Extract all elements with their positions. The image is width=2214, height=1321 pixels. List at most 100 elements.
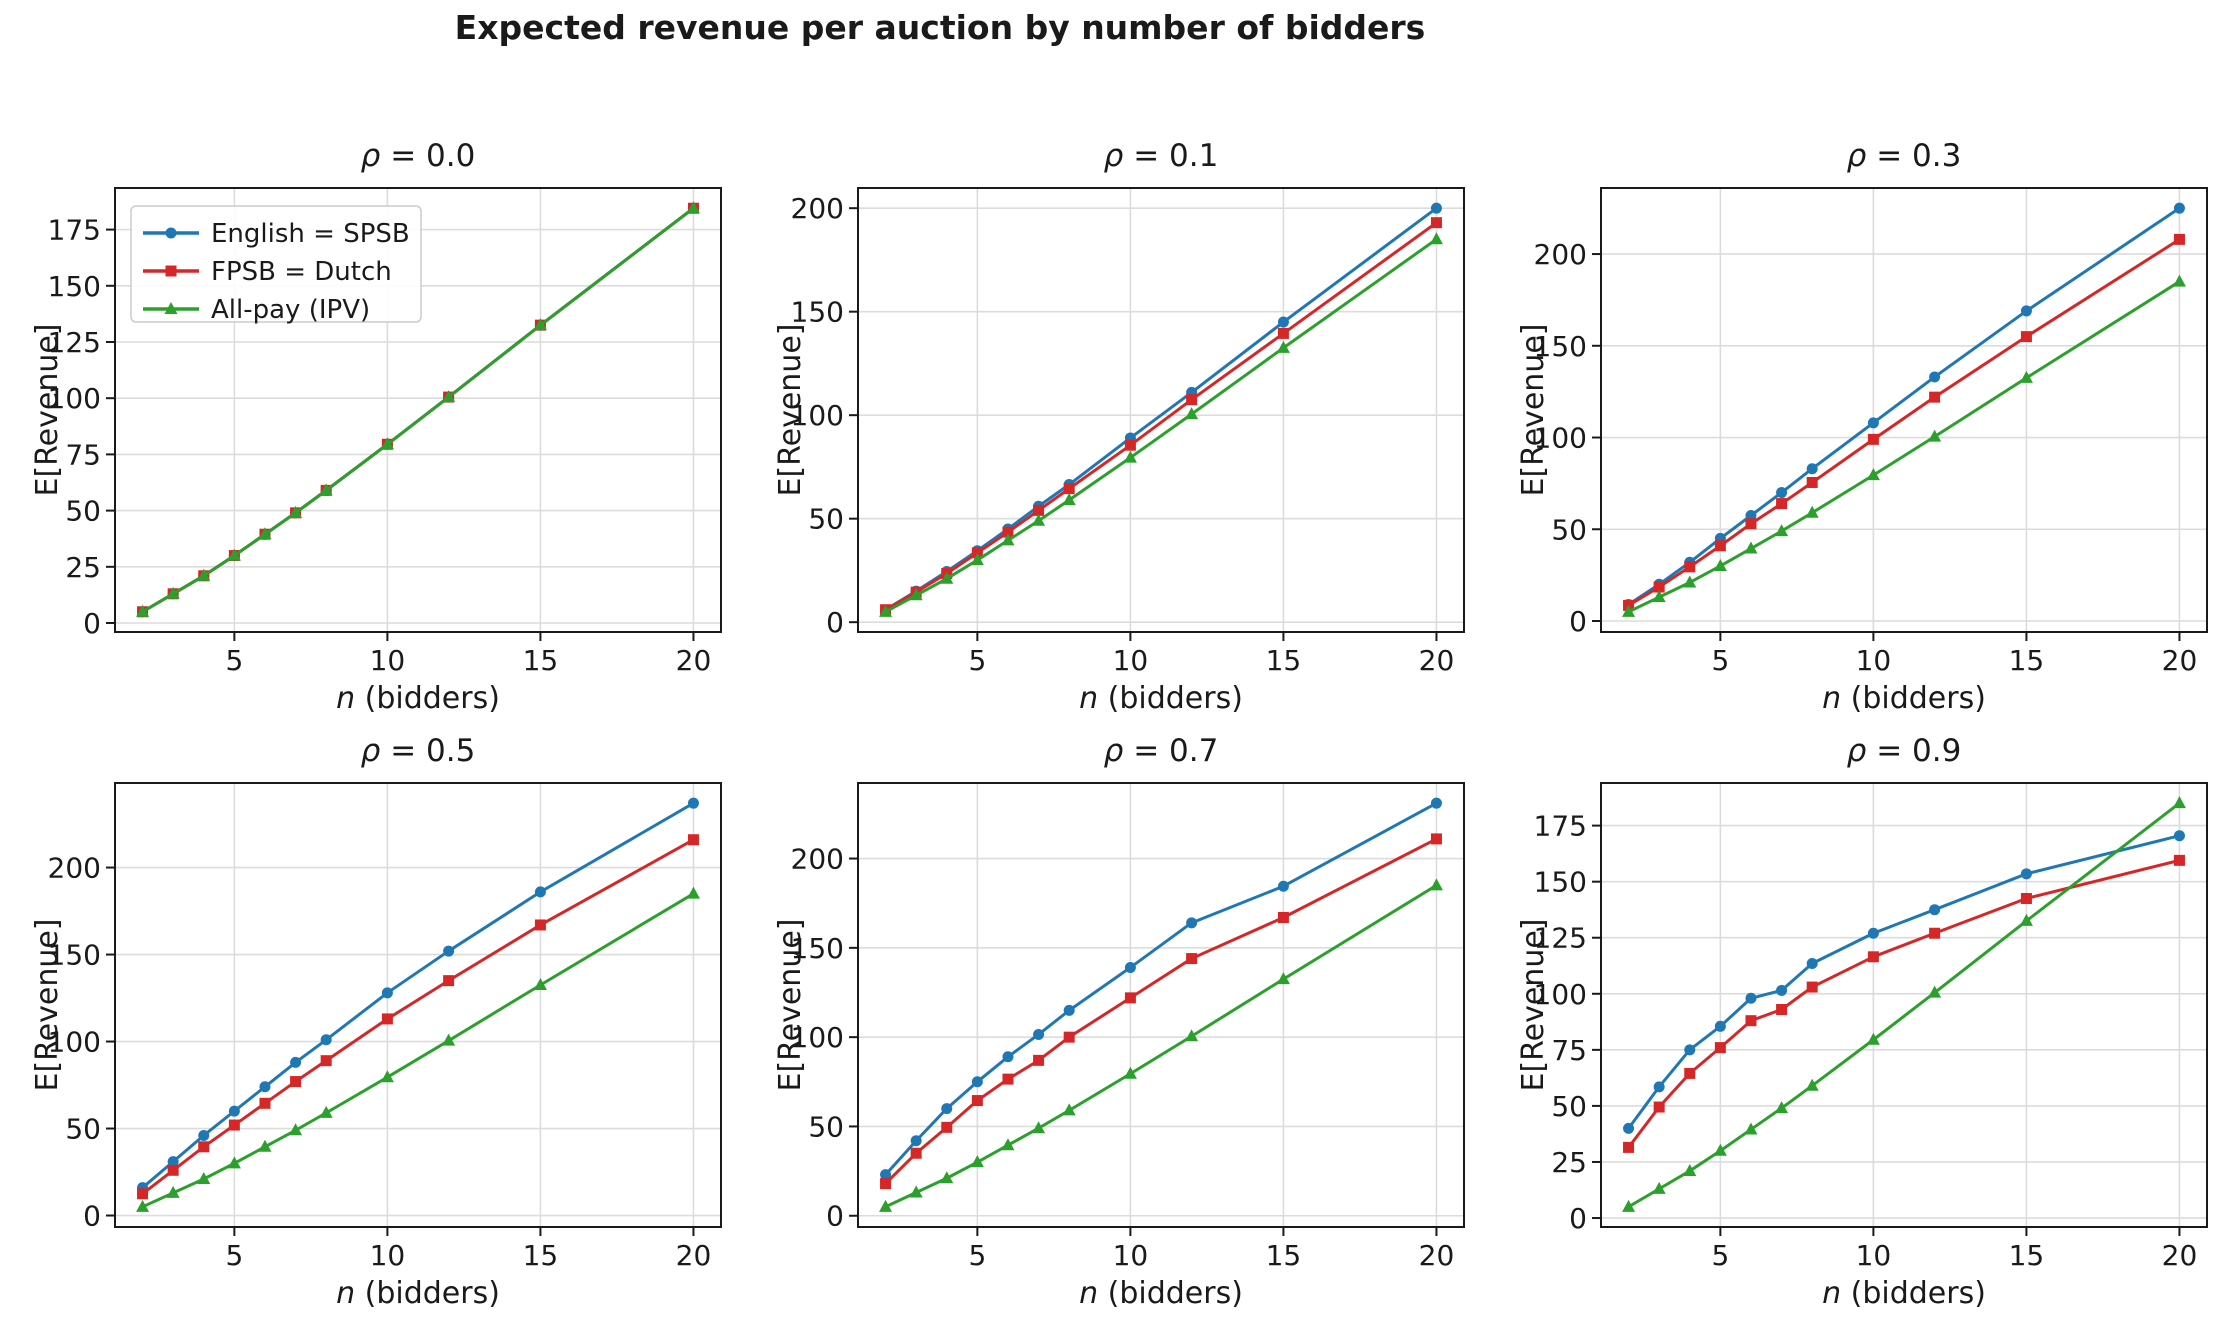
series-english	[1623, 202, 2185, 610]
triangle-marker	[227, 548, 241, 561]
circle-marker	[971, 1076, 983, 1088]
circle-marker	[880, 1169, 892, 1181]
y-tick-label: 150	[48, 939, 101, 972]
square-marker	[290, 1076, 302, 1088]
x-tick-label: 20	[676, 1239, 712, 1272]
axes-spines	[857, 187, 1465, 633]
square-icon	[165, 265, 177, 277]
y-axis-label: E[Revenue]	[773, 918, 808, 1091]
square-marker	[1684, 561, 1696, 573]
triangle-marker	[442, 390, 456, 403]
series-fpsb	[1623, 854, 2185, 1153]
y-tick-label: 150	[791, 932, 844, 965]
triangle-marker	[1032, 1121, 1046, 1134]
triangle-marker	[1866, 1032, 1880, 1045]
gridlines	[1601, 188, 2207, 632]
triangle-marker	[1928, 429, 1942, 442]
x-axis-label: n (bidders)	[336, 1276, 500, 1311]
triangle-marker	[136, 1199, 150, 1212]
triangle-marker	[289, 1123, 303, 1136]
y-tick-label: 0	[1569, 1202, 1587, 1235]
y-tick-label: 0	[83, 607, 101, 640]
square-marker	[228, 1119, 240, 1131]
y-tick-label: 0	[83, 1200, 101, 1233]
triangle-marker	[197, 1171, 211, 1184]
y-tick-label: 50	[808, 503, 844, 536]
axes-spines	[114, 782, 722, 1228]
x-tick-label: 15	[2009, 1239, 2045, 1272]
y-tick-label: 0	[1569, 605, 1587, 638]
ticks: 5 10 15 20 0 25 50 75 100 125 150 175	[1534, 810, 2198, 1272]
series-line-allpay	[884, 883, 1438, 1209]
triangle-marker	[258, 1139, 272, 1152]
triangle-marker	[2019, 370, 2033, 383]
y-tick-label: 50	[1551, 513, 1587, 546]
triangle-marker	[1185, 407, 1199, 420]
square-marker	[1867, 951, 1879, 963]
triangle-marker	[1123, 1066, 1137, 1079]
circle-marker	[1867, 927, 1879, 939]
y-tick-label: 100	[1534, 978, 1587, 1011]
triangle-marker	[319, 1105, 333, 1118]
triangle-marker	[1775, 1101, 1789, 1114]
y-tick-label: 75	[1551, 1034, 1587, 1067]
triangle-marker	[1429, 232, 1443, 245]
triangle-marker	[289, 505, 303, 518]
square-marker	[1653, 1101, 1665, 1113]
square-marker	[1063, 1031, 1075, 1043]
x-tick-label: 15	[1266, 1239, 1302, 1272]
square-marker	[880, 1178, 892, 1190]
subplot-title: ρ = 0.9	[1847, 733, 1962, 769]
triangle-marker	[166, 586, 180, 599]
x-tick-label: 20	[1419, 1239, 1455, 1272]
square-marker	[167, 1164, 179, 1176]
triangle-marker	[1775, 524, 1789, 537]
x-axis-label: n (bidders)	[1079, 681, 1243, 716]
triangle-marker	[227, 1156, 241, 1169]
subplot-title: ρ = 0.1	[1104, 138, 1219, 174]
gridlines	[858, 783, 1464, 1227]
square-marker	[941, 1121, 953, 1133]
axes-spines	[857, 782, 1465, 1228]
triangle-marker	[1276, 340, 1290, 353]
x-axis-label: n (bidders)	[336, 681, 500, 716]
series-allpay	[1622, 274, 2186, 617]
triangle-marker	[1001, 533, 1015, 546]
triangle-marker	[258, 527, 272, 540]
series-english	[1623, 830, 2185, 1134]
series-line-allpay	[1627, 801, 2181, 1209]
y-tick-label: 150	[791, 296, 844, 329]
circle-marker	[320, 1034, 332, 1046]
y-tick-label: 0	[826, 606, 844, 639]
square-marker	[1033, 504, 1045, 516]
triangle-marker	[1185, 1029, 1199, 1042]
y-tick-label: 150	[48, 270, 101, 303]
triangle-marker	[909, 588, 923, 601]
series-english	[137, 797, 699, 1194]
square-marker	[137, 1188, 149, 1200]
x-tick-label: 5	[225, 644, 243, 677]
x-tick-label: 20	[1419, 644, 1455, 677]
triangle-marker	[1622, 1199, 1636, 1212]
circle-marker	[1806, 958, 1818, 970]
subplot-title: ρ = 0.5	[361, 733, 476, 769]
triangle-marker	[1744, 541, 1758, 554]
circle-icon	[165, 227, 177, 239]
series-line-allpay	[141, 892, 695, 1209]
triangle-marker	[686, 201, 700, 214]
series-english	[880, 797, 1442, 1181]
series-line-fpsb	[884, 837, 1438, 1186]
x-tick-label: 10	[1113, 1239, 1149, 1272]
square-marker	[259, 1097, 271, 1109]
y-axis-label: E[Revenue]	[30, 323, 65, 496]
legend: English = SPSB FPSB = Dutch All-pay (IPV)	[130, 205, 422, 325]
x-tick-label: 5	[968, 644, 986, 677]
circle-marker	[1653, 1081, 1665, 1093]
x-tick-label: 5	[225, 1239, 243, 1272]
square-marker	[1002, 1073, 1014, 1085]
series-line-english	[884, 206, 1438, 612]
y-tick-label: 25	[65, 551, 101, 584]
y-tick-label: 100	[791, 1021, 844, 1054]
legend-label: English = SPSB	[211, 219, 410, 249]
